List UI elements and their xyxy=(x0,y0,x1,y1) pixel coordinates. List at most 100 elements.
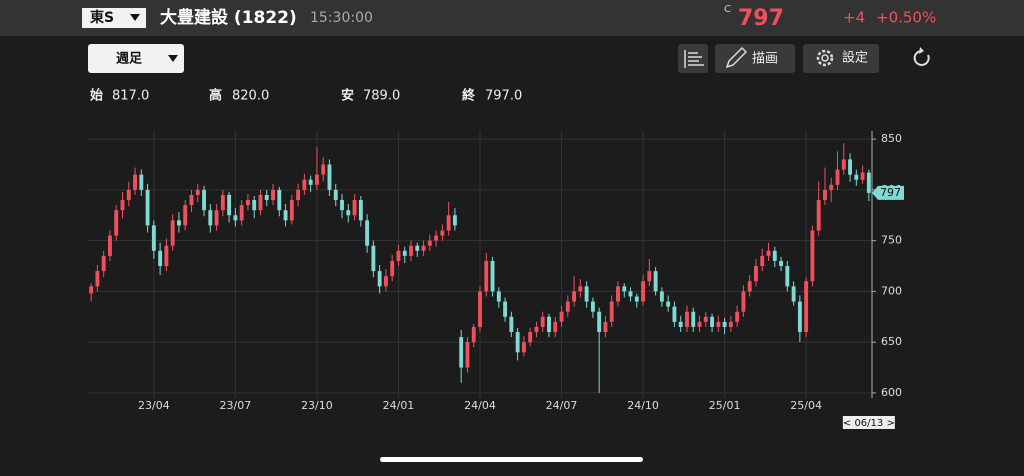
value: 820.0 xyxy=(232,89,269,104)
time: 15:30:00 xyxy=(310,10,373,26)
candle-body xyxy=(823,189,827,201)
home-indicator xyxy=(380,457,643,462)
price-flag: C xyxy=(724,4,731,15)
label: 安 xyxy=(341,88,354,104)
candle-body xyxy=(534,326,539,333)
candle-body xyxy=(685,311,689,327)
settings-button[interactable] xyxy=(803,44,879,73)
candle-body xyxy=(728,321,733,327)
x-tick-label: 24/10 xyxy=(627,399,659,412)
candle-body xyxy=(89,286,94,294)
candle-body xyxy=(578,286,583,292)
candle-body xyxy=(434,235,439,241)
candle-body xyxy=(797,301,802,333)
indicator-button[interactable] xyxy=(678,44,708,73)
candle-body xyxy=(716,321,721,327)
y-tick-label: 750 xyxy=(881,234,902,247)
x-tick-label: 24/01 xyxy=(383,399,415,412)
candle-body xyxy=(691,311,696,327)
candle-body xyxy=(170,220,175,246)
candle-body xyxy=(616,286,620,302)
candle-body xyxy=(120,200,125,211)
candle-body xyxy=(810,230,815,282)
candle-body xyxy=(108,235,112,256)
candle-body xyxy=(114,210,119,236)
indicator-icon xyxy=(684,50,704,68)
x-tick-label: 23/07 xyxy=(220,399,252,412)
market: 東S xyxy=(90,9,114,26)
gear-icon xyxy=(816,49,834,67)
draw-button[interactable] xyxy=(715,44,795,73)
candle-body xyxy=(183,205,188,226)
candle-body xyxy=(741,291,746,312)
candle-body xyxy=(402,250,407,256)
candle-body xyxy=(490,260,495,292)
candle-body xyxy=(333,189,338,201)
candle-body xyxy=(208,210,213,226)
candle-body xyxy=(377,271,382,287)
candle-body xyxy=(496,291,501,302)
period-select[interactable] xyxy=(88,44,184,73)
candle-body xyxy=(772,250,777,261)
candle-body xyxy=(271,189,275,201)
dropdown-arrow xyxy=(168,55,178,62)
candle-body xyxy=(189,194,194,206)
candle-body xyxy=(396,250,401,261)
candle-body xyxy=(641,281,646,302)
candle-body xyxy=(666,301,671,307)
candle-body xyxy=(164,245,169,267)
candle-body xyxy=(521,342,526,353)
price: 797 xyxy=(738,6,784,31)
candle-body xyxy=(245,200,250,206)
candle-body xyxy=(202,189,206,211)
candle-body xyxy=(220,194,225,211)
pencil-icon xyxy=(725,46,748,69)
candle-body xyxy=(151,225,156,251)
candle-body xyxy=(296,189,301,201)
candle-body xyxy=(478,291,482,327)
candle-body xyxy=(528,332,533,343)
y-tick-label: 650 xyxy=(881,335,902,348)
ohlc-row: 始 817.0 高 820.0 安 789.0 終 797.0 xyxy=(90,88,522,104)
candle-body xyxy=(672,306,677,322)
stock-name: 大豊建設 (1822) xyxy=(160,7,297,28)
value: 789.0 xyxy=(363,89,400,104)
candle-body xyxy=(540,316,545,327)
candle-body xyxy=(358,200,363,221)
chart: 60065070075080085023/0423/0723/1024/0124… xyxy=(88,131,904,429)
candle-body xyxy=(415,245,420,251)
candle-body xyxy=(233,215,238,221)
candle-body xyxy=(848,159,852,175)
candle-body xyxy=(264,194,269,201)
candle-body xyxy=(465,342,470,368)
refresh-arrow xyxy=(919,47,924,54)
candle-body xyxy=(239,205,244,221)
candle-body xyxy=(139,174,144,190)
candle-body xyxy=(340,200,344,211)
candle-body xyxy=(321,164,326,175)
candle-body xyxy=(553,321,558,333)
candle-body xyxy=(609,301,614,322)
candle-body xyxy=(289,200,294,221)
label: 高 xyxy=(209,88,222,104)
candle-body xyxy=(678,321,683,327)
candle-body xyxy=(471,326,476,343)
candle-body xyxy=(628,291,633,297)
value: 817.0 xyxy=(112,89,149,104)
candle-body xyxy=(722,321,727,327)
change-pct: +0.50% xyxy=(876,9,936,27)
candle-body xyxy=(503,301,508,317)
refresh-icon[interactable] xyxy=(913,50,930,66)
y-tick-label: 850 xyxy=(881,132,902,145)
candle-body xyxy=(314,174,319,185)
candle-body xyxy=(754,266,758,282)
candle-body xyxy=(176,220,181,226)
candle-body xyxy=(590,301,595,312)
candle-body xyxy=(603,321,608,333)
candle-body xyxy=(145,189,150,226)
x-tick-label: 25/01 xyxy=(709,399,741,412)
market-select[interactable] xyxy=(82,8,146,28)
candle-body xyxy=(515,332,520,353)
candle-body xyxy=(133,174,137,190)
